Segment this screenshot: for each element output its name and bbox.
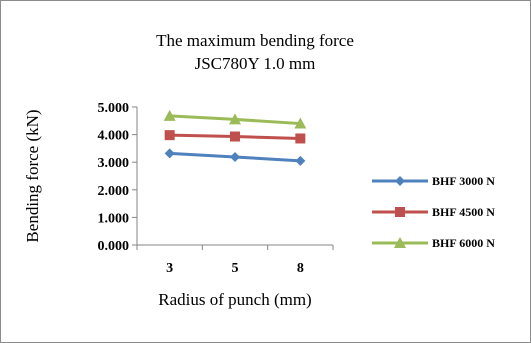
x-tick-label: 5 [232,261,239,276]
y-axis: 0.000 1.000 2.000 3.000 4.000 5.000 [98,101,138,254]
legend-entry: BHF 6000 N [372,236,495,250]
legend-marker [395,207,405,217]
y-tick-label: 2.000 [98,184,130,199]
chart-title: The maximum bending force [156,31,354,50]
y-axis-label: Bending force (kN) [23,109,42,242]
chart-subtitle: JSC780Y 1.0 mm [195,54,316,73]
data-point [229,113,241,125]
y-tick-label: 1.000 [98,211,130,226]
x-axis-label: Radius of punch (mm) [158,290,311,309]
y-tick-label: 4.000 [98,129,130,144]
x-tick-label: 3 [166,261,173,276]
legend: BHF 3000 N BHF 4500 N BHF 6000 N [372,174,495,250]
legend-label: BHF 6000 N [432,236,495,250]
data-point [164,148,175,159]
data-point [294,117,307,129]
series-layer [163,109,307,166]
y-tick-label: 0.000 [98,239,130,254]
x-axis: 3 5 8 [136,244,334,276]
data-point [163,109,176,121]
legend-entry: BHF 3000 N [372,174,495,188]
legend-marker [395,176,405,186]
data-point [164,130,175,141]
x-tick-label: 8 [297,261,304,276]
legend-label: BHF 4500 N [432,205,495,219]
data-point [230,151,240,162]
y-tick-label: 5.000 [98,101,130,116]
legend-label: BHF 3000 N [432,174,495,188]
series-1 [164,148,306,166]
legend-marker [394,237,406,248]
data-point [230,131,240,142]
series-2 [164,130,306,144]
y-tick-label: 3.000 [98,156,130,171]
data-point [295,133,306,144]
data-point [295,155,306,166]
series-3 [163,109,307,129]
legend-entry: BHF 4500 N [372,205,495,219]
